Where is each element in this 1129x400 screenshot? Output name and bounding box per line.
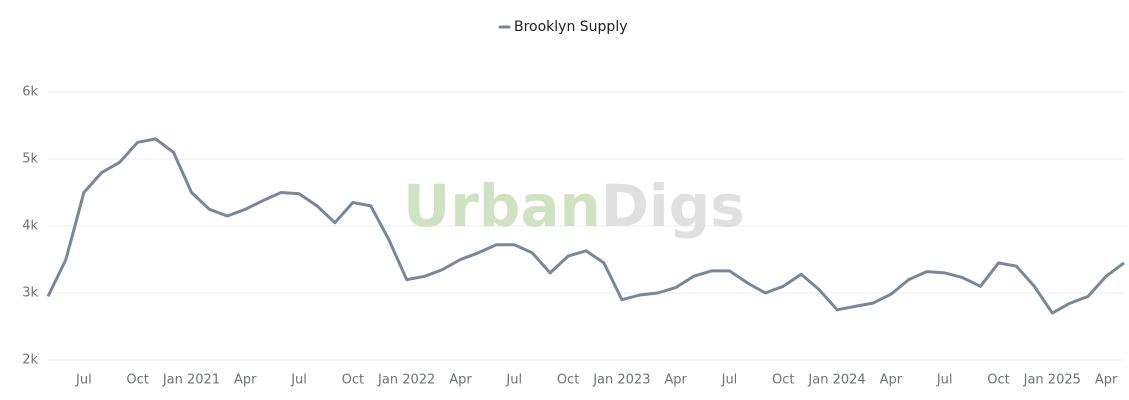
x-tick-label: Oct [772,373,794,388]
x-tick-label: Oct [557,373,579,388]
y-tick-label: 3k [22,286,38,301]
x-tick-label: Jan 2025 [1023,373,1081,388]
x-tick-label: Jan 2024 [807,373,865,388]
x-tick-label: Jul [75,373,92,388]
x-tick-label: Apr [234,373,257,388]
x-tick-label: Jul [290,373,307,388]
x-tick-label: Jan 2021 [162,373,220,388]
x-tick-label: Apr [880,373,903,388]
x-tick-label: Jul [721,373,738,388]
x-tick-label: Apr [664,373,687,388]
watermark: UrbanDigs [403,172,745,240]
x-tick-label: Oct [342,373,364,388]
x-tick-label: Apr [1095,373,1118,388]
watermark-part: Digs [601,172,745,240]
legend-label: Brooklyn Supply [514,19,628,35]
y-tick-label: 4k [22,219,38,234]
x-tick-label: Oct [987,373,1009,388]
x-tick-label: Jul [936,373,953,388]
watermark-part: Urban [403,172,601,240]
y-tick-label: 5k [22,152,38,167]
x-tick-label: Jul [505,373,522,388]
y-tick-label: 2k [22,353,38,368]
x-tick-label: Apr [449,373,472,388]
x-tick-label: Jan 2023 [592,373,650,388]
y-tick-label: 6k [22,85,38,100]
series-line [46,137,1125,315]
x-tick-label: Jan 2022 [377,373,435,388]
x-tick-label: Oct [126,373,148,388]
